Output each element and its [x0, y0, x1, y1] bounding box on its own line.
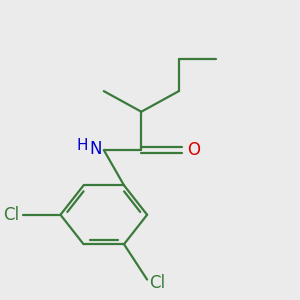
Text: Cl: Cl: [3, 206, 20, 224]
Text: O: O: [187, 141, 200, 159]
Text: H: H: [76, 138, 88, 153]
Text: N: N: [90, 140, 102, 158]
Text: Cl: Cl: [149, 274, 165, 292]
